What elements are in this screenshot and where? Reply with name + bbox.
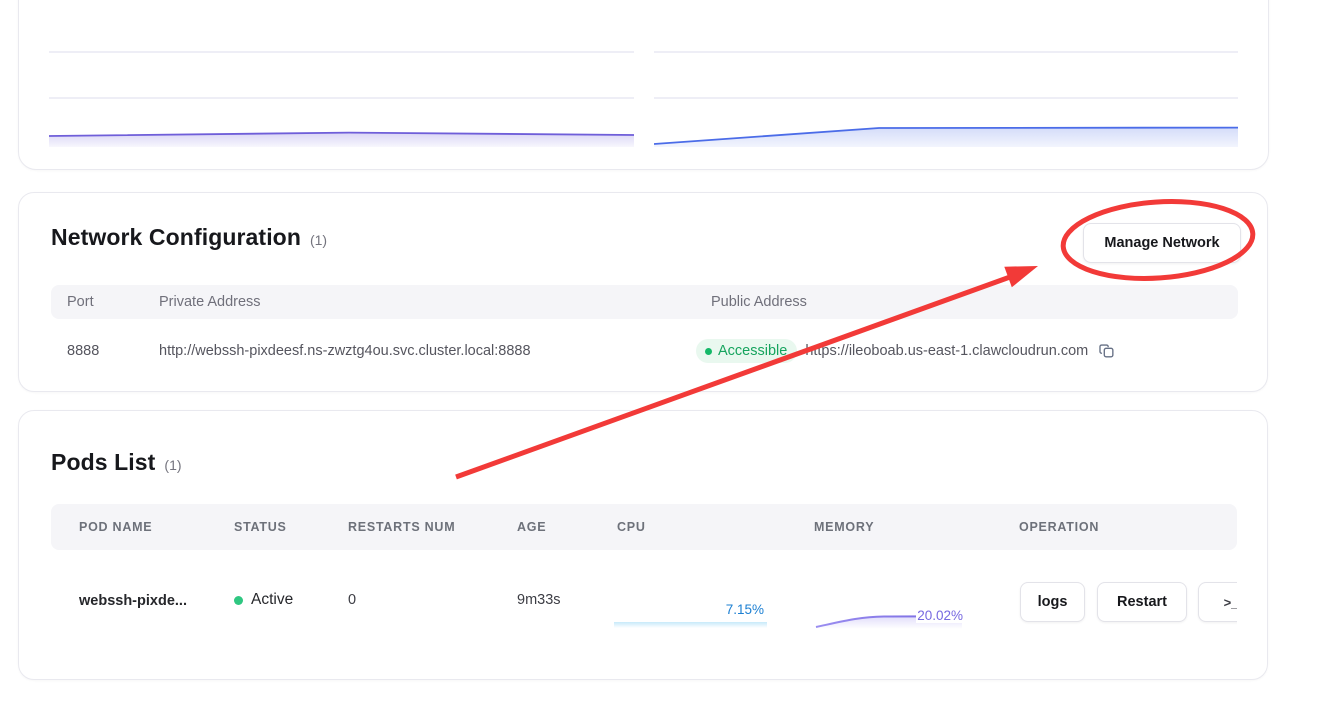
terminal-icon: >_ [1223, 594, 1237, 610]
pods-table-header: POD NAME STATUS RESTARTS NUM AGE CPU MEM… [51, 504, 1237, 550]
active-dot-icon [234, 595, 243, 605]
pods-section-heading: Pods List (1) [51, 449, 182, 476]
pods-count: (1) [164, 457, 182, 473]
cpu-sparkline [614, 620, 767, 628]
network-section-heading: Network Configuration (1) [51, 224, 327, 251]
network-table-header: Port Private Address Public Address [51, 285, 1238, 319]
restart-button[interactable]: Restart [1097, 582, 1187, 622]
pods-table: POD NAME STATUS RESTARTS NUM AGE CPU MEM… [51, 504, 1237, 666]
terminal-button[interactable]: >_ [1198, 582, 1237, 622]
pod-status-value: Active [251, 591, 294, 608]
pod-name-value: webssh-pixde... [79, 593, 187, 609]
private-address-value: http://webssh-pixdeesf.ns-zwztg4ou.svc.c… [159, 343, 531, 359]
series-line [654, 126, 1238, 145]
pods-title: Pods List [51, 449, 156, 475]
network-table-row: 8888 http://webssh-pixdeesf.ns-zwztg4ou.… [19, 331, 1267, 371]
pod-restarts-value: 0 [348, 592, 357, 608]
column-memory: MEMORY [814, 520, 875, 534]
series-line [49, 131, 634, 137]
overview-chart-left [49, 51, 634, 147]
manage-network-button[interactable]: Manage Network [1083, 223, 1241, 263]
network-title: Network Configuration [51, 224, 301, 250]
column-private-address: Private Address [159, 294, 261, 310]
area-fill [654, 127, 1238, 147]
column-restarts-num: RESTARTS NUM [348, 520, 456, 534]
cpu-percent-label: 7.15% [725, 602, 764, 617]
public-address-value[interactable]: https://ileoboab.us-east-1.clawcloudrun.… [805, 343, 1089, 359]
pod-age-value: 9m33s [517, 592, 561, 608]
logs-button[interactable]: logs [1020, 582, 1085, 622]
pods-list-card: Pods List (1) POD NAME STATUS RESTARTS N… [18, 410, 1268, 680]
column-cpu: CPU [617, 520, 646, 534]
status-badge-label: Accessible [718, 343, 788, 359]
network-count: (1) [309, 232, 328, 248]
overview-chart-right [654, 51, 1238, 147]
pod-status-cell: Active [234, 591, 293, 609]
network-configuration-card: Network Configuration (1) Manage Network… [18, 192, 1268, 392]
column-status: STATUS [234, 520, 287, 534]
copy-icon[interactable] [1096, 340, 1118, 362]
port-value: 8888 [67, 343, 100, 359]
pod-cpu-chart: 7.15% [614, 594, 767, 630]
public-address-cell: Accessible https://ileoboab.us-east-1.cl… [696, 339, 1118, 363]
column-pod-name: POD NAME [79, 520, 153, 534]
status-badge: Accessible [696, 339, 798, 363]
memory-percent-label: 20.02% [916, 608, 964, 623]
column-age: AGE [517, 520, 547, 534]
column-port: Port [67, 294, 94, 310]
monitor-charts-card [18, 0, 1269, 170]
column-operation: OPERATION [1019, 520, 1100, 534]
status-dot-icon [705, 347, 712, 355]
pod-memory-chart: 20.02% [814, 594, 964, 630]
column-public-address: Public Address [711, 294, 807, 310]
area-fill [49, 132, 634, 147]
